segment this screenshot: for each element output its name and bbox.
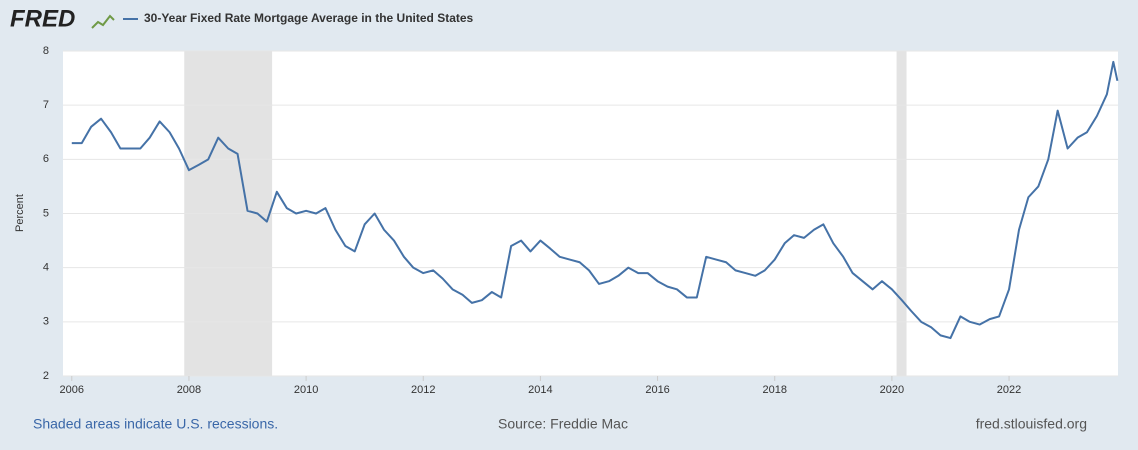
x-tick-label: 2008: [177, 384, 201, 396]
x-tick-label: 2016: [645, 384, 669, 396]
x-tick-label: 2006: [60, 384, 84, 396]
x-tick-label: 2014: [528, 384, 552, 396]
logo: FRED: [10, 5, 75, 32]
x-tick-label: 2018: [762, 384, 786, 396]
y-tick-label: 3: [43, 316, 49, 328]
y-tick-label: 4: [43, 262, 49, 274]
x-tick-label: 2010: [294, 384, 318, 396]
x-tick-label: 2022: [997, 384, 1021, 396]
y-tick-label: 8: [43, 45, 49, 57]
line: [71, 60, 1119, 340]
y-tick-label: 6: [43, 153, 49, 165]
x-tick-label: 2020: [880, 384, 904, 396]
x-tick-label: 2012: [411, 384, 435, 396]
y-tick-label: 7: [43, 99, 49, 111]
legend-label: 30-Year Fixed Rate Mortgage Average in t…: [144, 11, 474, 25]
y-axis-label: Percent: [14, 194, 26, 232]
site[interactable]: fred.stlouisfed.org: [976, 416, 1087, 432]
y-tick-label: 2: [43, 370, 49, 382]
logo-icon: [91, 14, 115, 29]
recession-note[interactable]: Shaded areas indicate U.S. recessions.: [33, 416, 278, 432]
y-tick-label: 5: [43, 207, 49, 219]
source: Source: Freddie Mac: [498, 416, 628, 432]
